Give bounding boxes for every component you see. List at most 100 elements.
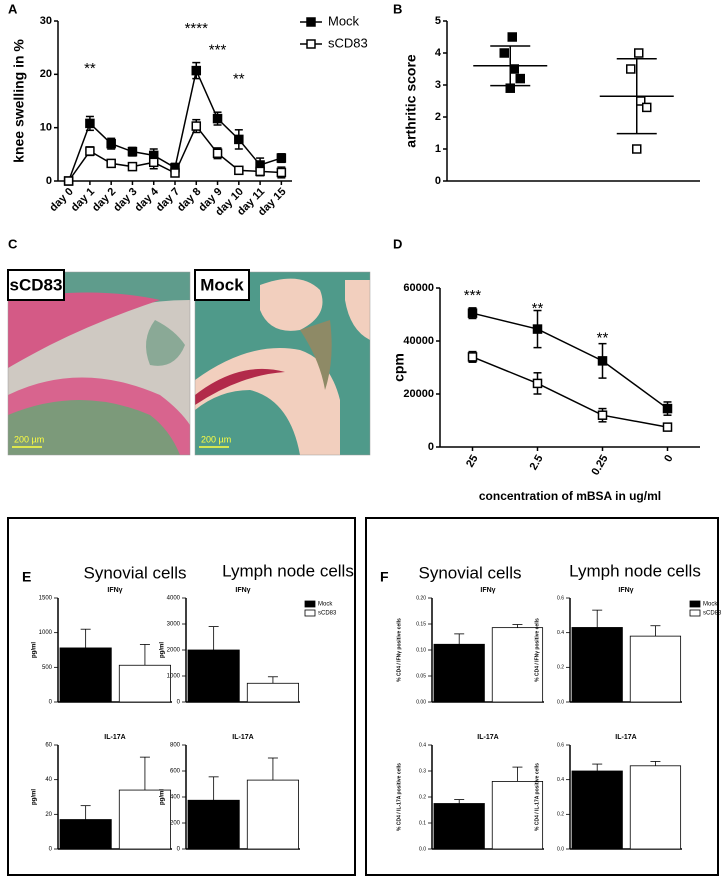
marker <box>515 73 525 84</box>
bar <box>59 819 112 850</box>
legend-label: Mock <box>703 602 718 608</box>
y-tick-label: 3000 <box>167 622 181 628</box>
y-tick-label: 0.20 <box>416 595 426 601</box>
panel-letter: E <box>22 569 31 585</box>
y-tick-label: 0.2 <box>557 665 564 671</box>
legend-label: Mock <box>328 13 360 28</box>
y-axis-label: % CD4 / IL-17A positive cells <box>396 763 402 831</box>
annotation: **** <box>185 20 209 37</box>
marker <box>234 165 244 176</box>
scale-label: 200 µm <box>14 434 44 444</box>
y-tick-label: 60 <box>45 743 52 749</box>
marker <box>532 324 543 334</box>
chart-title: IL-17A <box>477 734 498 741</box>
y-axis-label: % CD4 / IL-17A positive cells <box>534 763 540 831</box>
y-tick-label: 0 <box>428 441 434 453</box>
bar <box>187 649 240 703</box>
group-box <box>7 517 356 876</box>
group-box <box>365 517 719 876</box>
y-tick-label: 0.05 <box>416 673 426 679</box>
y-tick-label: 0.6 <box>557 595 564 601</box>
y-axis-label: knee swelling in % <box>11 39 27 163</box>
image-label: Mock <box>200 275 244 294</box>
bar <box>491 781 544 850</box>
histology-image <box>194 271 371 456</box>
y-tick-label: 0.0 <box>557 699 564 705</box>
group-heading: Synovial cells <box>84 563 187 582</box>
marker <box>85 146 95 156</box>
y-tick-label: 20000 <box>403 388 434 400</box>
y-tick-label: 4 <box>435 47 442 59</box>
y-axis-label: arthritic score <box>403 54 419 148</box>
bar <box>118 789 171 850</box>
bar <box>246 779 299 850</box>
y-axis-label: pg/ml <box>32 642 38 658</box>
y-axis-label: pg/ml <box>160 642 166 658</box>
y-tick-label: 20 <box>40 68 52 80</box>
group-heading: Lymph node cells <box>569 561 701 580</box>
marker <box>532 378 543 389</box>
y-tick-label: 5 <box>435 15 441 27</box>
image-label-box <box>7 269 65 301</box>
annotation: *** <box>209 41 227 58</box>
y-tick-label: 600 <box>170 769 181 775</box>
y-tick-label: 500 <box>42 665 53 671</box>
scale-label: 200 µm <box>201 434 231 444</box>
panel-letter: C <box>8 236 18 251</box>
y-axis-label: pg/ml <box>160 789 166 805</box>
bar <box>571 627 623 703</box>
bar <box>187 799 240 850</box>
y-axis-label: % CD4 / IFNγ positive cells <box>396 618 402 682</box>
y-tick-label: 0.00 <box>416 699 426 705</box>
bar <box>571 770 623 850</box>
marker <box>106 158 116 169</box>
marker <box>170 168 180 178</box>
y-tick-label: 0 <box>49 847 53 853</box>
annotation: ** <box>597 329 609 346</box>
y-tick-label: 60000 <box>403 282 434 294</box>
x-tick-label: 25 <box>464 453 481 470</box>
y-axis-label: pg/ml <box>32 789 38 805</box>
y-tick-label: 30 <box>40 15 52 27</box>
x-tick-label: 0.25 <box>590 453 611 478</box>
annotation: ** <box>84 60 96 77</box>
marker <box>499 48 509 58</box>
bar <box>59 647 112 703</box>
marker <box>191 121 202 131</box>
chart-title: IL-17A <box>232 734 253 741</box>
marker <box>212 113 223 124</box>
legend-swatch <box>304 600 316 608</box>
marker <box>255 166 265 177</box>
x-tick-label: 0 <box>662 453 675 464</box>
y-tick-label: 0.1 <box>419 820 426 826</box>
y-tick-label: 0.0 <box>419 846 426 852</box>
series-line <box>472 312 668 410</box>
y-tick-label: 20 <box>45 812 52 818</box>
y-tick-label: 0.10 <box>416 647 426 653</box>
legend-label: Mock <box>318 602 333 608</box>
bar <box>491 627 544 703</box>
y-tick-label: 0.15 <box>416 621 426 627</box>
marker <box>106 138 116 149</box>
y-tick-label: 10 <box>40 122 52 134</box>
chart-title: IFNγ <box>107 587 122 594</box>
bar <box>629 765 682 850</box>
y-tick-label: 40 <box>45 777 52 783</box>
marker <box>634 48 644 58</box>
y-tick-label: 0 <box>177 847 181 853</box>
legend-swatch <box>689 600 701 608</box>
y-tick-label: 40000 <box>403 335 434 347</box>
marker <box>467 308 478 318</box>
marker <box>191 65 202 76</box>
marker <box>597 356 608 366</box>
y-tick-label: 0.6 <box>557 742 564 748</box>
y-axis-label: cpm <box>391 353 407 382</box>
marker <box>276 153 287 163</box>
panel-letter: A <box>8 1 18 16</box>
marker <box>234 134 244 145</box>
y-tick-label: 0.2 <box>419 794 426 800</box>
y-tick-label: 0.2 <box>557 812 564 818</box>
y-tick-label: 1000 <box>39 630 53 636</box>
y-tick-label: 0 <box>177 700 181 706</box>
